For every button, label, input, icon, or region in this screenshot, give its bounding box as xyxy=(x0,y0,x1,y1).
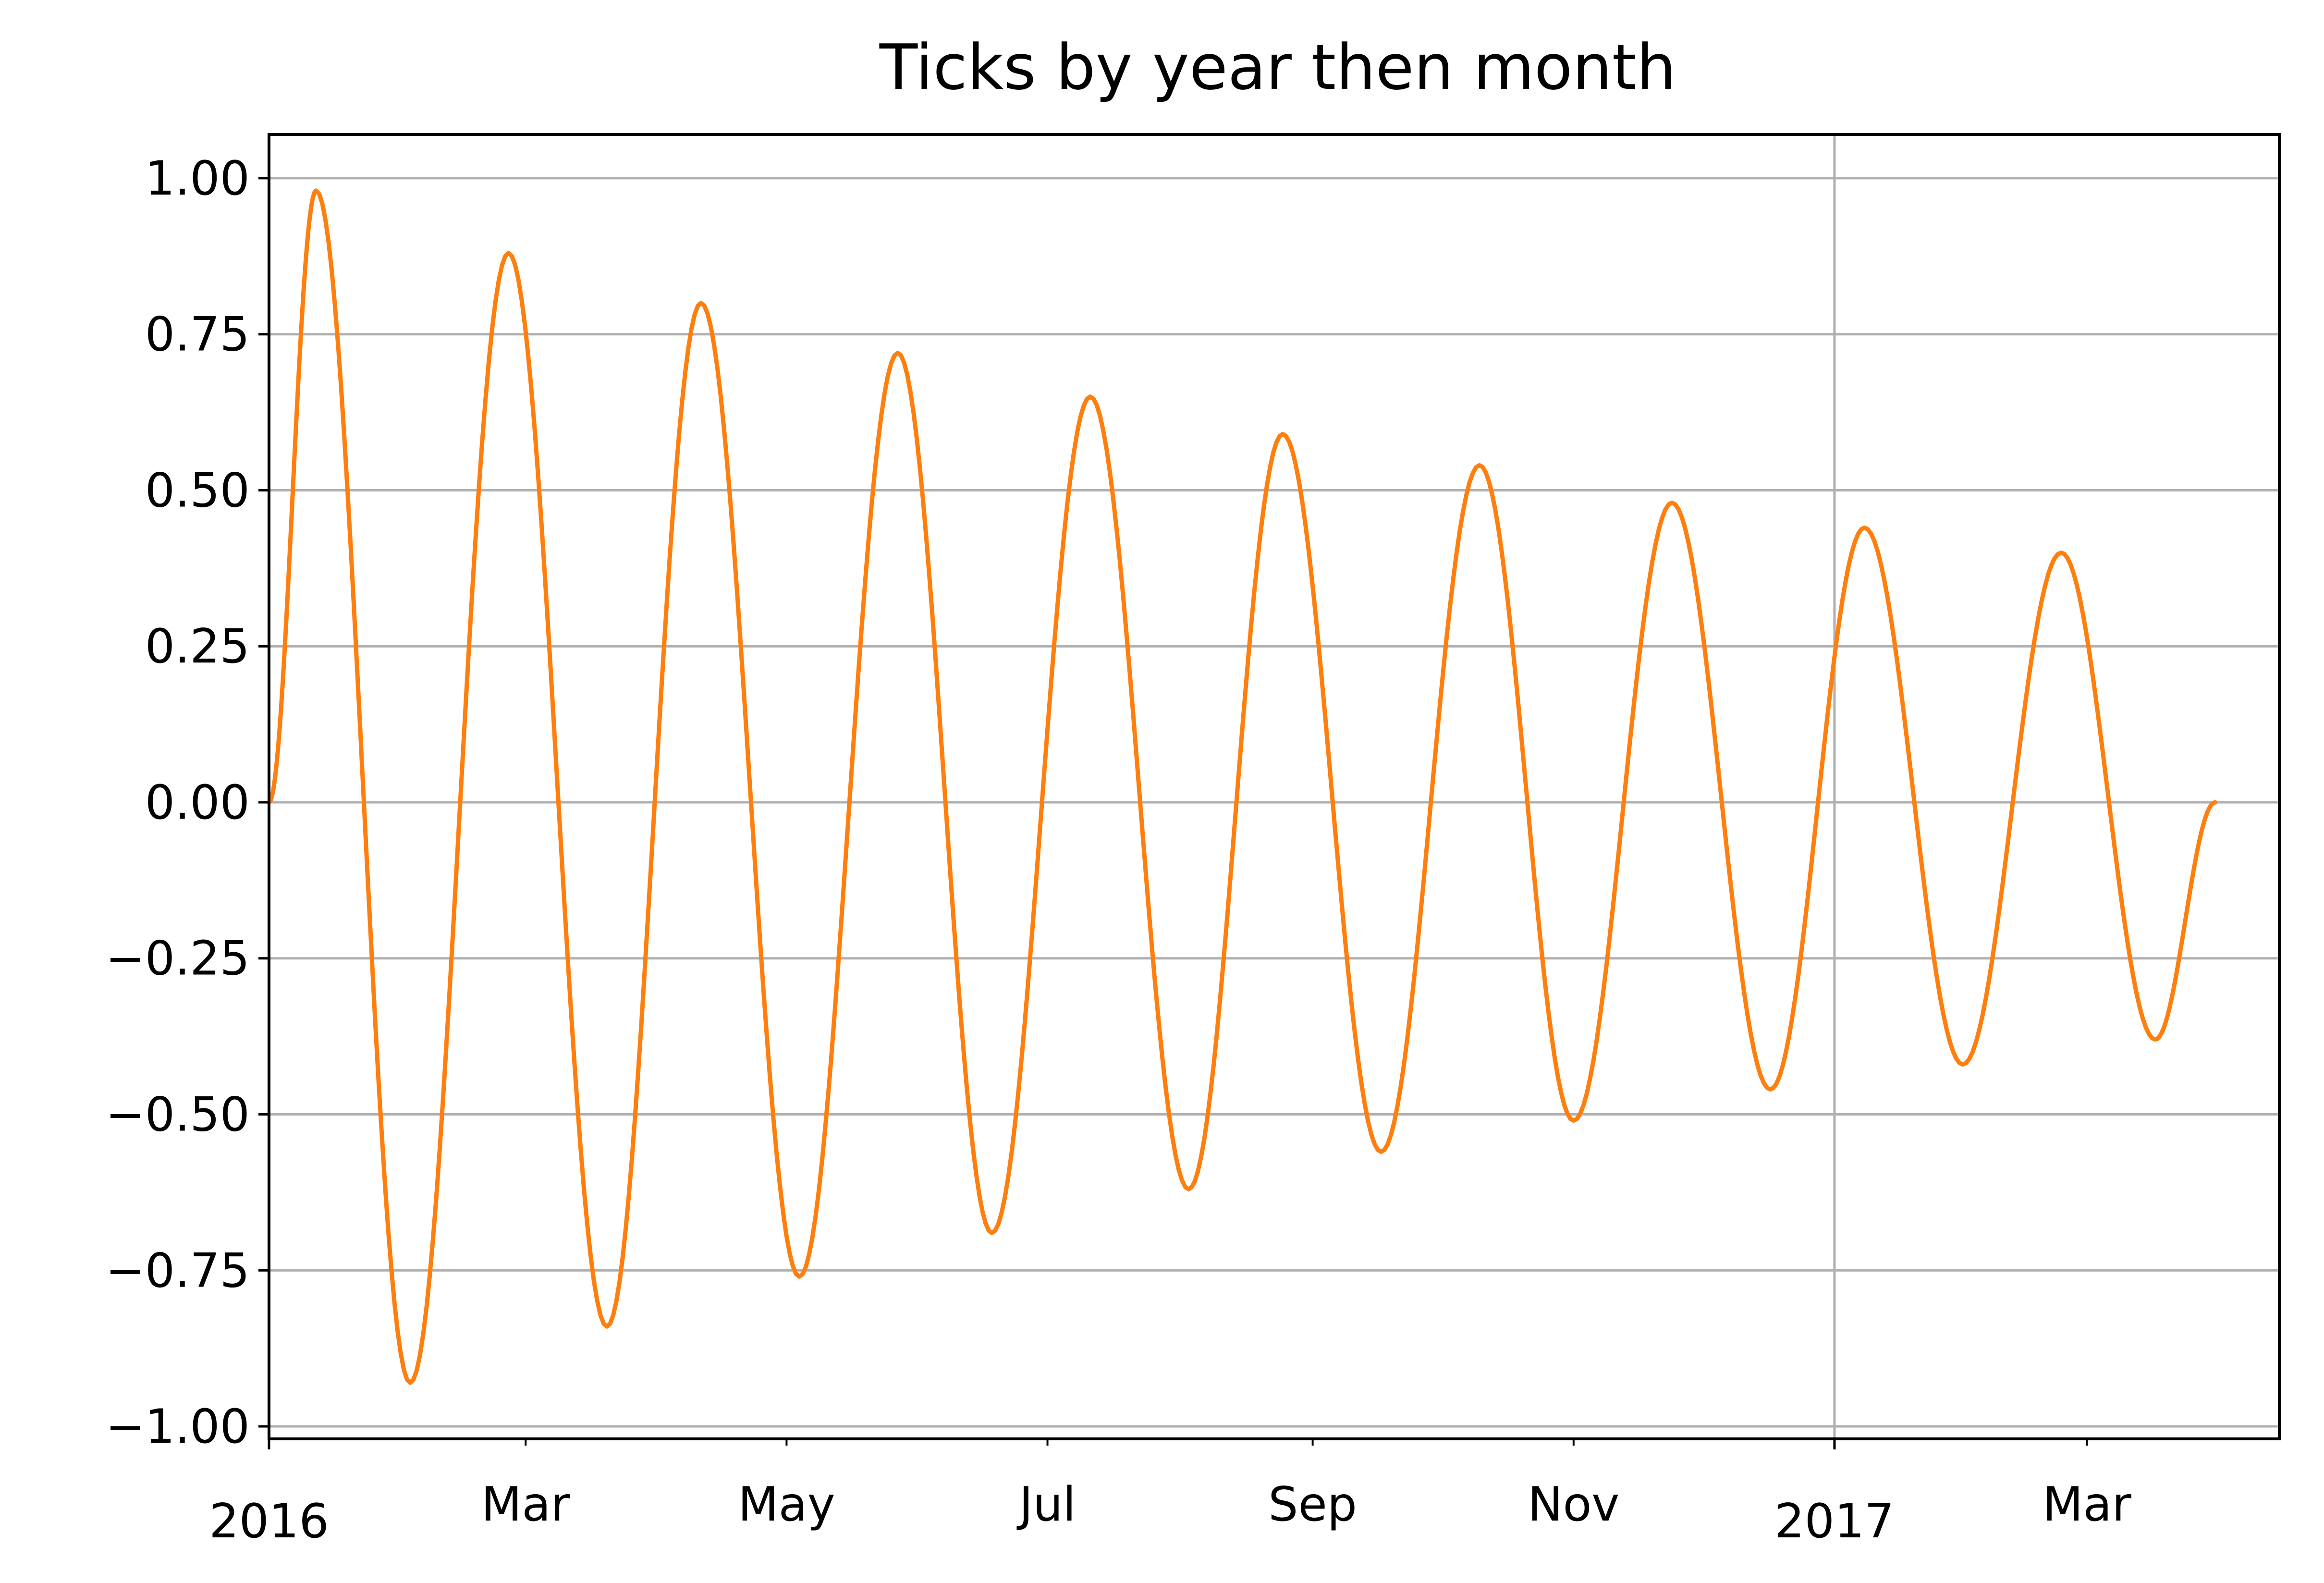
y-tick-label: 0.50 xyxy=(145,463,250,518)
series-line xyxy=(267,188,2217,1385)
y-tick-label: −0.50 xyxy=(106,1087,250,1142)
y-tick-label: −0.75 xyxy=(106,1243,250,1298)
y-tick-label: −0.25 xyxy=(106,932,250,986)
y-tick-label: 0.75 xyxy=(145,307,250,362)
x-minor-tick-label: Mar xyxy=(2043,1477,2132,1532)
plot-frame xyxy=(268,133,2281,1440)
x-minor-tick-label: Jul xyxy=(1016,1477,1076,1532)
x-minor-tick-label: Nov xyxy=(1528,1477,1619,1532)
y-tick-label: 0.25 xyxy=(145,619,250,674)
series-group xyxy=(267,188,2217,1385)
x-minor-tick-label: Sep xyxy=(1268,1477,1357,1532)
y-axis: 1.00 0.75 0.50 0.25 0.00 −0.25 −0.50 −0.75 −1.00 xyxy=(106,151,269,1454)
x-major-tick-label: 2017 xyxy=(1774,1494,1894,1549)
x-axis: 2016 2017 Mar May Jul Sep Nov Mar xyxy=(209,1439,2131,1549)
y-tick-label: 1.00 xyxy=(145,151,250,206)
y-tick-label: 0.00 xyxy=(145,775,250,830)
x-minor-tick-label: Mar xyxy=(481,1477,571,1532)
x-minor-tick-label: May xyxy=(738,1477,835,1532)
chart-title: Ticks by year then month xyxy=(879,31,1676,104)
y-tick-label: −1.00 xyxy=(106,1399,250,1454)
x-major-tick-label: 2016 xyxy=(209,1494,329,1549)
